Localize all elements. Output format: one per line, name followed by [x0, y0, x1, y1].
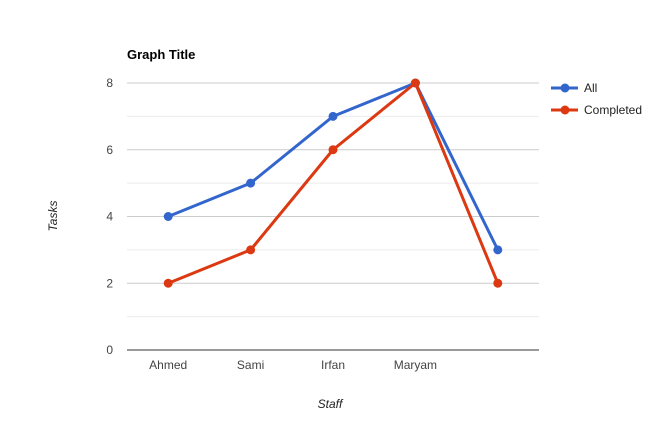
data-point-completed[interactable]: [246, 245, 256, 255]
x-axis-ticks: Ahmed Sami Irfan Maryam: [149, 358, 437, 372]
data-point-all[interactable]: [493, 245, 503, 255]
series-lines: [163, 78, 503, 288]
data-point-completed[interactable]: [410, 78, 420, 88]
legend: All Completed: [551, 81, 642, 117]
grid-lines: [127, 82, 539, 351]
legend-label: Completed: [584, 103, 642, 117]
data-point-completed[interactable]: [163, 278, 173, 288]
x-tick-label: Maryam: [394, 358, 437, 372]
x-tick-label: Irfan: [321, 358, 345, 372]
legend-item-completed[interactable]: Completed: [551, 103, 642, 117]
x-tick-label: Ahmed: [149, 358, 187, 372]
data-point-all[interactable]: [163, 212, 173, 221]
data-point-all[interactable]: [328, 111, 338, 121]
legend-swatch-marker: [560, 105, 570, 115]
data-point-all[interactable]: [246, 178, 256, 188]
x-axis-title: Staff: [318, 397, 344, 411]
chart-title: Graph Title: [127, 47, 195, 62]
legend-item-all[interactable]: All: [551, 81, 597, 95]
y-axis-ticks: 0 2 4 6 8: [106, 76, 113, 357]
y-tick-label: 8: [106, 76, 113, 90]
y-tick-label: 4: [106, 210, 113, 224]
y-tick-label: 2: [106, 276, 113, 290]
data-point-completed[interactable]: [493, 278, 503, 288]
y-tick-label: 6: [106, 143, 113, 157]
y-tick-label: 0: [106, 343, 113, 357]
legend-swatch-marker: [560, 83, 570, 93]
data-point-completed[interactable]: [328, 145, 338, 155]
y-axis-title: Tasks: [46, 201, 60, 232]
x-tick-label: Sami: [237, 358, 264, 372]
legend-label: All: [584, 81, 597, 95]
